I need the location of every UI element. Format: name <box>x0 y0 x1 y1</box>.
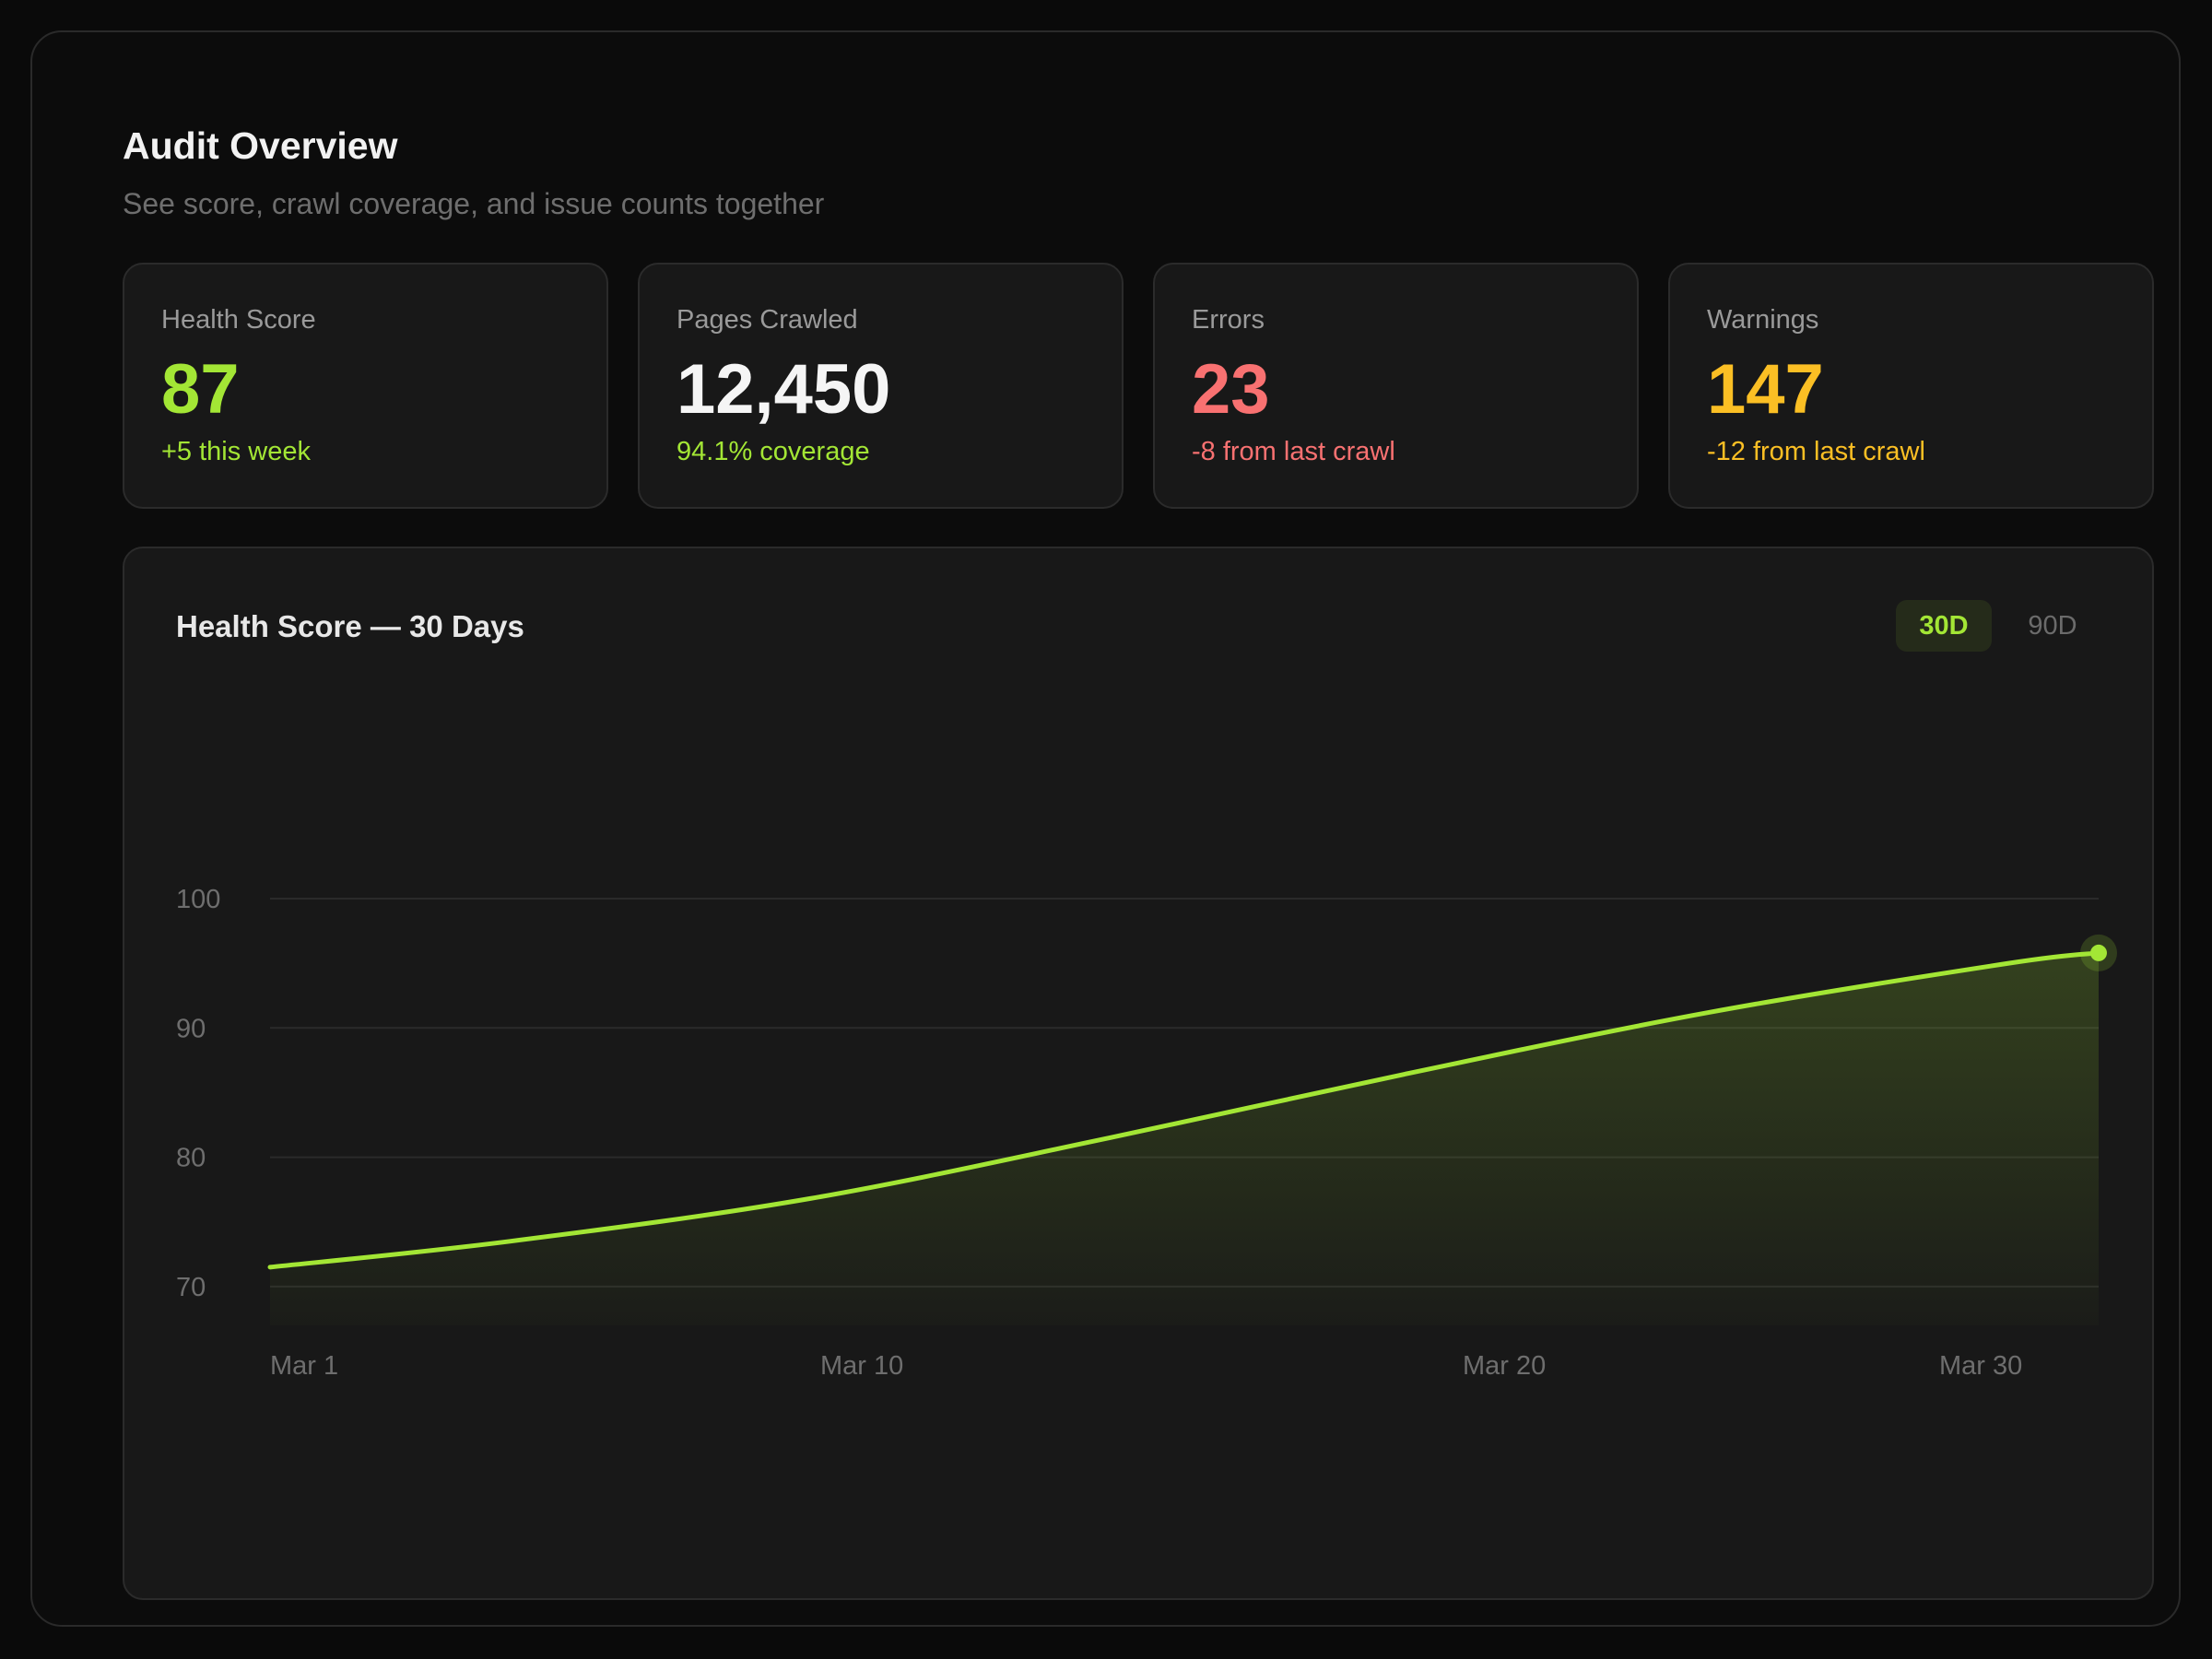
health-score-area <box>270 952 2099 1325</box>
health-score-chart-card: Health Score — 30 Days 30D 90D 70 80 90 100… <box>123 547 2154 1600</box>
health-score-chart: 70 80 90 100 Mar 1 Mar 10 Mar 20 Mar 30 <box>176 885 2117 1381</box>
y-tick-label: 70 <box>176 1273 206 1302</box>
stat-value: 147 <box>1707 350 1824 429</box>
stat-value: 87 <box>161 350 240 429</box>
y-tick-label: 100 <box>176 885 220 914</box>
stat-label: Pages Crawled <box>677 305 858 335</box>
stat-delta: 94.1% coverage <box>677 437 870 466</box>
stat-card-pages-crawled: Pages Crawled 12,450 94.1% coverage <box>638 263 1124 509</box>
x-tick-label: Mar 10 <box>820 1351 903 1381</box>
audit-overview-panel: Audit Overview See score, crawl coverage… <box>30 30 2181 1627</box>
stat-card-errors: Errors 23 -8 from last crawl <box>1153 263 1639 509</box>
stat-delta: +5 this week <box>161 437 312 466</box>
chart-title: Health Score — 30 Days <box>176 609 524 643</box>
stat-value: 12,450 <box>677 350 891 429</box>
y-tick-label: 90 <box>176 1014 206 1043</box>
range-90d-button[interactable]: 90D <box>2028 611 2077 641</box>
range-30d-button[interactable]: 30D <box>1896 600 1992 652</box>
stat-delta: -12 from last crawl <box>1707 437 1925 466</box>
stat-delta: -8 from last crawl <box>1192 437 1395 466</box>
latest-point-marker <box>2090 944 2107 961</box>
x-tick-label: Mar 30 <box>1939 1351 2022 1381</box>
stat-card-warnings: Warnings 147 -12 from last crawl <box>1668 263 2154 509</box>
health-score-line <box>267 950 2101 1270</box>
stat-card-health-score: Health Score 87 +5 this week <box>123 263 608 509</box>
x-tick-label: Mar 1 <box>270 1351 338 1381</box>
stat-label: Health Score <box>161 305 316 335</box>
stat-label: Warnings <box>1707 305 1819 335</box>
x-tick-label: Mar 20 <box>1463 1351 1546 1381</box>
stat-value: 23 <box>1192 350 1270 429</box>
stat-label: Errors <box>1192 305 1265 335</box>
page-subtitle: See score, crawl coverage, and issue cou… <box>123 187 825 220</box>
y-tick-label: 80 <box>176 1144 206 1173</box>
page-title: Audit Overview <box>123 124 398 167</box>
